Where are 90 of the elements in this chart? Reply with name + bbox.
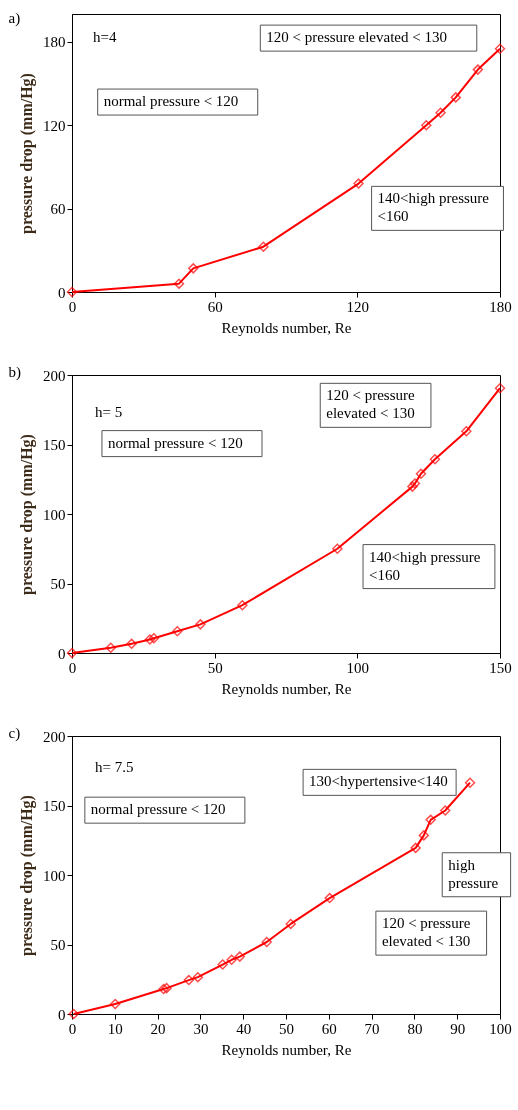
- point: [173, 278, 185, 289]
- chart-title: c): [8, 725, 21, 742]
- point: [192, 971, 204, 983]
- point: [429, 454, 441, 465]
- y-tick-label: 180: [43, 34, 66, 51]
- y-tick-label: 50: [50, 937, 66, 953]
- point: [332, 543, 343, 554]
- point: [472, 64, 484, 75]
- y-tick-label: 100: [43, 506, 66, 523]
- annotation: h= 7.5: [95, 759, 134, 776]
- point: [66, 647, 78, 659]
- y-tick-label: 200: [43, 367, 66, 384]
- x-tick-label: 30: [193, 1020, 209, 1037]
- point: [226, 954, 237, 966]
- y-tick-label: 150: [43, 437, 66, 453]
- point: [494, 382, 506, 394]
- point: [494, 43, 506, 54]
- x-tick-label: 90: [450, 1020, 466, 1037]
- point: [217, 959, 228, 970]
- y-tick-label: 100: [43, 867, 66, 884]
- point: [261, 936, 272, 948]
- annotation: 120 < pressure elevated < 130: [266, 29, 447, 46]
- point: [126, 638, 137, 650]
- annotation: normal pressure < 120: [103, 93, 239, 110]
- point: [324, 892, 335, 904]
- annotation: normal pressure < 120: [107, 434, 243, 451]
- annotation: 130<hypertensive<140: [309, 773, 448, 790]
- point: [461, 426, 472, 437]
- y-tick-label: 50: [50, 576, 66, 592]
- x-tick-label: 180: [489, 298, 512, 315]
- point: [421, 119, 432, 131]
- x-tick-label: 70: [364, 1020, 380, 1037]
- point: [68, 1008, 79, 1020]
- point: [237, 599, 248, 611]
- annotation: normal pressure < 120: [90, 801, 226, 818]
- y-tick-label: 200: [43, 728, 66, 745]
- x-tick-label: 60: [207, 298, 223, 315]
- annotation: 120 < pressure elevated < 130: [326, 387, 416, 422]
- point: [148, 633, 160, 644]
- x-axis-title: Reynolds number, Re: [221, 319, 352, 336]
- point: [464, 777, 476, 788]
- point: [450, 92, 461, 103]
- point: [418, 830, 430, 841]
- y-axis-title: pressure drop (mm/Hg): [18, 795, 36, 956]
- point: [425, 814, 436, 826]
- point: [285, 918, 296, 930]
- annotation: h=4: [92, 29, 117, 46]
- y-axis-title: pressure drop (mm/Hg): [18, 73, 36, 234]
- x-axis-title: Reynolds number, Re: [221, 680, 352, 697]
- y-axis-title: pressure drop (mm/Hg): [18, 434, 36, 595]
- point: [439, 805, 451, 816]
- y-tick-label: 0: [58, 284, 66, 301]
- chart-title: b): [8, 364, 21, 381]
- point: [66, 286, 78, 298]
- x-tick-label: 120: [346, 298, 370, 315]
- x-tick-label: 10: [107, 1020, 123, 1037]
- annotation: h= 5: [95, 404, 123, 421]
- point: [415, 468, 427, 479]
- x-tick-label: 50: [279, 1020, 294, 1037]
- x-tick-label: 60: [321, 1020, 337, 1037]
- y-tick-label: 150: [43, 798, 66, 814]
- point: [258, 241, 269, 252]
- x-tick-label: 80: [407, 1020, 423, 1037]
- y-tick-label: 0: [58, 1006, 66, 1023]
- annotation: high pressure: [448, 856, 499, 891]
- x-tick-label: 100: [346, 659, 370, 676]
- x-tick-label: 20: [150, 1020, 166, 1037]
- chart-title: a): [8, 10, 21, 27]
- x-axis-title: Reynolds number, Re: [221, 1041, 352, 1058]
- x-tick-label: 150: [489, 659, 512, 676]
- x-tick-label: 50: [207, 659, 223, 676]
- point: [195, 619, 206, 630]
- point: [172, 626, 183, 637]
- point: [144, 634, 156, 645]
- point: [183, 974, 195, 986]
- point: [110, 998, 121, 1010]
- point: [410, 842, 421, 854]
- x-tick-label: 40: [236, 1020, 252, 1037]
- point: [105, 642, 117, 653]
- x-tick-label: 100: [489, 1020, 512, 1037]
- point: [353, 178, 364, 189]
- point: [188, 263, 199, 274]
- y-tick-label: 120: [43, 117, 66, 134]
- y-tick-label: 0: [58, 645, 66, 662]
- annotation: 140<high pressure <160: [377, 190, 490, 225]
- point: [234, 951, 245, 962]
- y-tick-label: 60: [50, 201, 66, 218]
- point: [435, 107, 446, 118]
- annotation: 120 < pressure elevated < 130: [381, 915, 471, 950]
- annotation: 140<high pressure <160: [369, 548, 481, 583]
